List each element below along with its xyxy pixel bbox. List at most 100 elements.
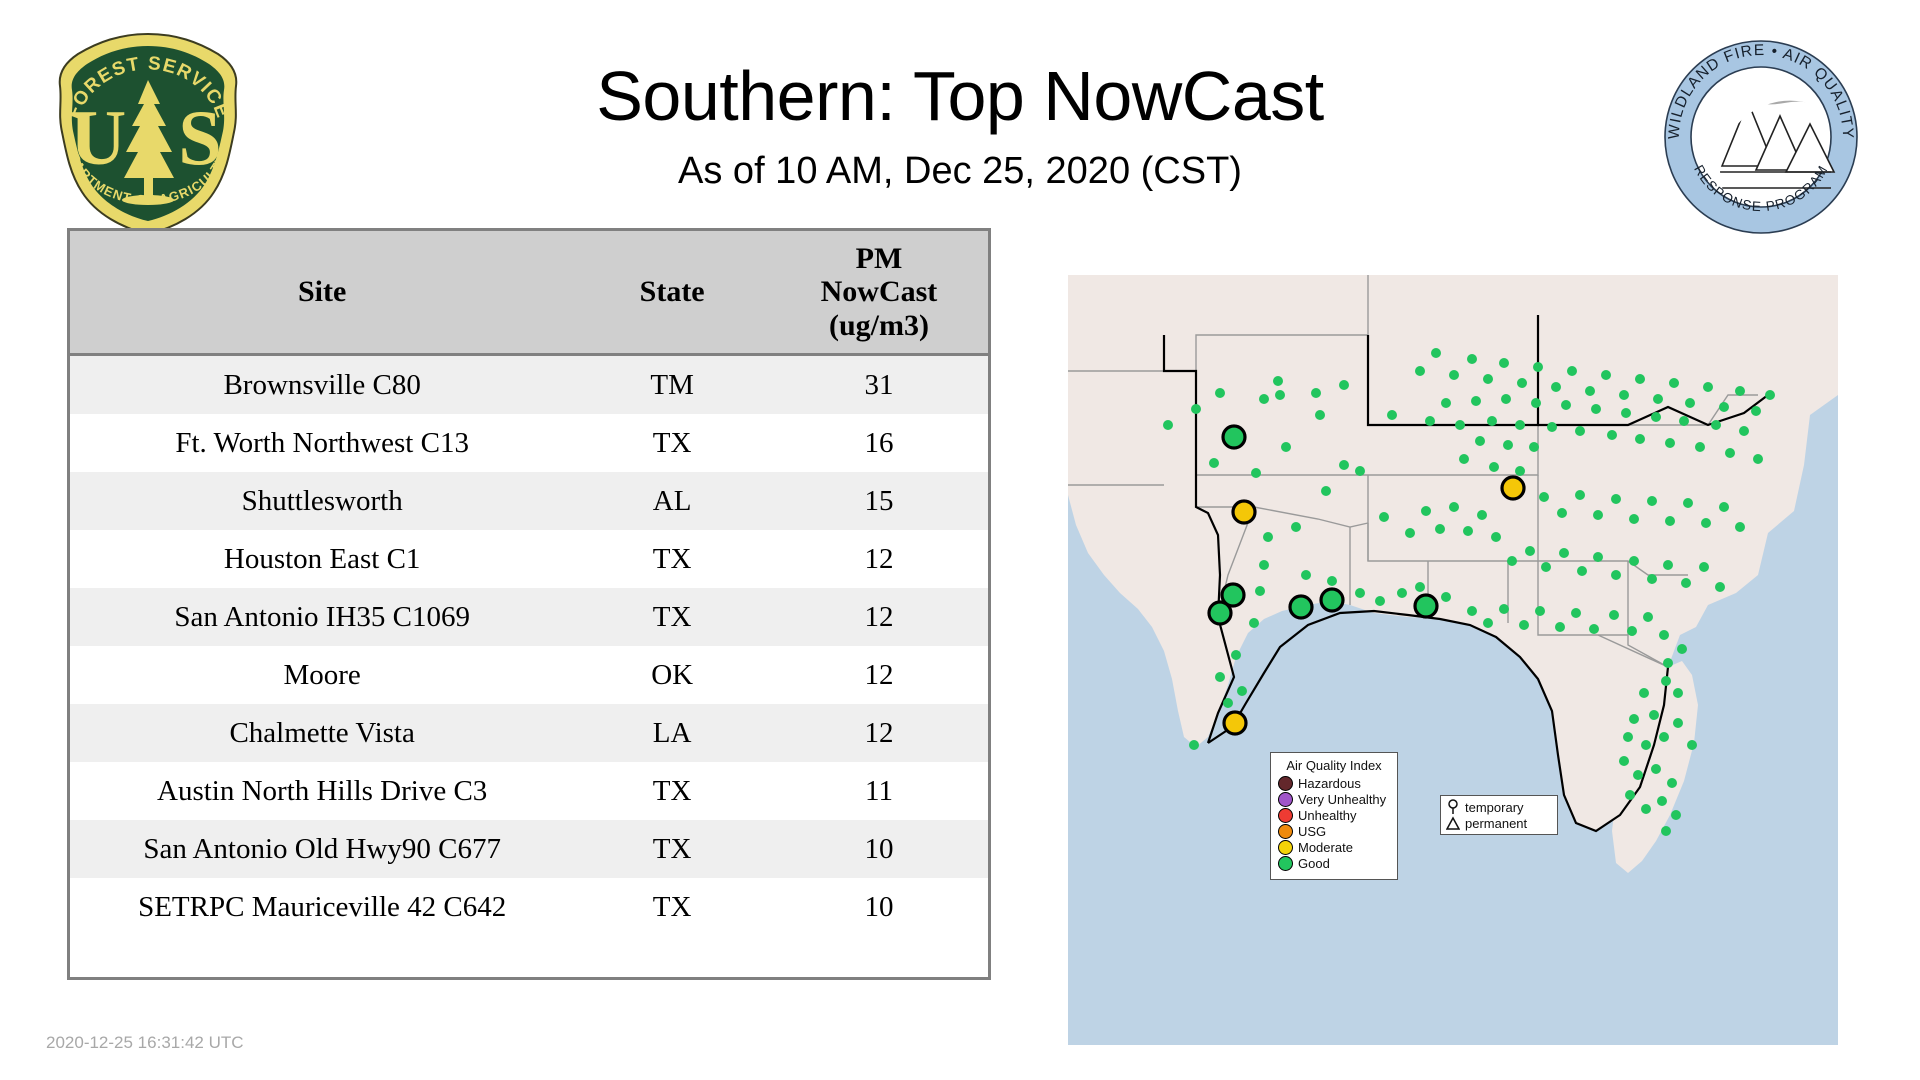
map-marker-highlighted[interactable] — [1413, 593, 1439, 619]
air-quality-map[interactable] — [1068, 275, 1838, 1045]
site-cell: San Antonio Old Hwy90 C677 — [143, 832, 501, 865]
pine-tree-icon — [122, 80, 174, 205]
map-marker-highlighted[interactable] — [1221, 424, 1247, 450]
pm-nowcast-cell: 12 — [864, 542, 894, 575]
state-cell: OK — [651, 658, 694, 691]
table-row: San Antonio Old Hwy90 C677 TX 10 — [70, 820, 988, 878]
map-marker-highlighted[interactable] — [1231, 499, 1257, 525]
usfs-letter-s: S — [178, 94, 221, 181]
top-nowcast-table-container: Site State PM NowCast (ug/m3) Brownsvill… — [67, 228, 991, 980]
legend-swatch-icon — [1278, 824, 1293, 839]
site-cell: SETRPC Mauriceville 42 C642 — [138, 890, 507, 923]
table-row: Shuttlesworth AL 15 — [70, 472, 988, 530]
legend-row-permanent: permanent — [1446, 815, 1552, 831]
table-row: Ft. Worth Northwest C13 TX 16 — [70, 414, 988, 472]
legend-row-moderate: Moderate — [1278, 840, 1390, 855]
pm-nowcast-cell: 10 — [864, 832, 894, 865]
pm-nowcast-cell: 11 — [865, 774, 893, 807]
pm-nowcast-cell: 10 — [864, 890, 894, 923]
table-body: Brownsville C80 TM 31 Ft. Worth Northwest C… — [70, 354, 988, 936]
coastline — [1162, 315, 1769, 833]
column-header-site: Site — [70, 231, 575, 356]
column-header-pm-nowcast: PM NowCast (ug/m3) — [769, 231, 988, 356]
map-canvas — [1068, 275, 1838, 1045]
state-cell: TX — [652, 542, 692, 575]
page-title: Southern: Top NowCast — [596, 57, 1324, 135]
legend-label: Very Unhealthy — [1298, 791, 1387, 807]
legend-label: Hazardous — [1298, 775, 1361, 791]
state-cell: TX — [652, 832, 692, 865]
site-cell: Brownsville C80 — [223, 368, 421, 401]
pm-nowcast-cell: 12 — [864, 658, 894, 691]
pm-header-line-2: NowCast — [820, 275, 938, 309]
pm-nowcast-cell: 12 — [864, 600, 894, 633]
legend-swatch-icon — [1278, 856, 1293, 871]
map-legend-site-type: temporary permanent — [1440, 795, 1558, 835]
state-cell: AL — [652, 484, 692, 517]
legend-row-temporary: temporary — [1446, 799, 1552, 815]
usfs-letter-u: U — [70, 94, 126, 181]
legend-title: Air Quality Index — [1286, 758, 1382, 773]
map-marker-highlighted[interactable] — [1500, 475, 1526, 501]
legend-row-hazardous: Hazardous — [1278, 776, 1390, 791]
state-cell: TX — [652, 600, 692, 633]
site-cell: Austin North Hills Drive C3 — [157, 774, 488, 807]
permanent-site-icon — [1446, 816, 1460, 830]
legend-row-very-unhealthy: Very Unhealthy — [1278, 792, 1390, 807]
generated-timestamp: 2020-12-25 16:31:42 UTC — [46, 1033, 244, 1052]
pm-nowcast-cell: 15 — [864, 484, 894, 517]
table-row: Chalmette Vista LA 12 — [70, 704, 988, 762]
table-row: Austin North Hills Drive C3 TX 11 — [70, 762, 988, 820]
legend-label-temporary: temporary — [1465, 799, 1524, 815]
state-cell: TX — [652, 774, 692, 807]
pm-nowcast-cell: 16 — [864, 426, 894, 459]
legend-row-unhealthy: Unhealthy — [1278, 808, 1390, 823]
wfaqrp-logo: WILDLAND FIRE • AIR QUALITY RESPONSE PRO… — [1662, 38, 1860, 236]
table-row: Moore OK 12 — [70, 646, 988, 704]
map-highlighted-markers — [1207, 424, 1526, 736]
legend-label: USG — [1298, 823, 1327, 839]
top-nowcast-table: Site State PM NowCast (ug/m3) Brownsvill… — [70, 231, 988, 936]
legend-row-usg: USG — [1278, 824, 1390, 839]
table-row: Brownsville C80 TM 31 — [70, 354, 988, 414]
map-marker-highlighted[interactable] — [1222, 710, 1248, 736]
state-cell: TM — [650, 368, 694, 401]
map-marker-highlighted[interactable] — [1220, 582, 1246, 608]
page-subtitle: As of 10 AM, Dec 25, 2020 (CST) — [678, 150, 1242, 192]
site-cell: Moore — [283, 658, 361, 691]
table-header-row: Site State PM NowCast (ug/m3) — [70, 231, 988, 356]
legend-swatch-icon — [1278, 776, 1293, 791]
legend-label-permanent: permanent — [1465, 815, 1528, 831]
site-cell: Houston East C1 — [223, 542, 421, 575]
legend-row-good: Good — [1278, 856, 1390, 871]
table-head: Site State PM NowCast (ug/m3) — [70, 231, 988, 356]
state-cell: LA — [652, 716, 692, 749]
legend-swatch-icon — [1278, 840, 1293, 855]
table-row: SETRPC Mauriceville 42 C642 TX 10 — [70, 878, 988, 936]
table-row: San Antonio IH35 C1069 TX 12 — [70, 588, 988, 646]
usfs-shield-logo: FOREST SERVICE U S DEPARTMENT OF AGRICUL… — [43, 16, 248, 240]
map-legend-aqi: Air Quality Index Hazardous Very Unhealth… — [1270, 752, 1398, 880]
map-good-sites — [1163, 348, 1775, 836]
map-marker-highlighted[interactable] — [1288, 594, 1314, 620]
legend-label: Unhealthy — [1298, 807, 1357, 823]
pm-header-line-3: (ug/m3) — [828, 308, 929, 342]
temporary-site-icon — [1448, 799, 1458, 814]
column-header-state: State — [574, 231, 770, 356]
site-cell: Chalmette Vista — [229, 716, 415, 749]
table-row: Houston East C1 TX 12 — [70, 530, 988, 588]
pm-nowcast-cell: 12 — [864, 716, 894, 749]
site-cell: Ft. Worth Northwest C13 — [175, 426, 469, 459]
legend-swatch-icon — [1278, 792, 1293, 807]
legend-swatch-icon — [1278, 808, 1293, 823]
site-cell: Shuttlesworth — [241, 484, 403, 517]
state-cell: TX — [652, 426, 692, 459]
map-marker-highlighted[interactable] — [1319, 587, 1345, 613]
pm-header-line-1: PM — [855, 241, 903, 275]
map-marker-highlighted[interactable] — [1207, 600, 1233, 626]
site-cell: San Antonio IH35 C1069 — [174, 600, 470, 633]
pm-nowcast-cell: 31 — [864, 368, 894, 401]
legend-label: Good — [1298, 855, 1330, 871]
state-cell: TX — [652, 890, 692, 923]
